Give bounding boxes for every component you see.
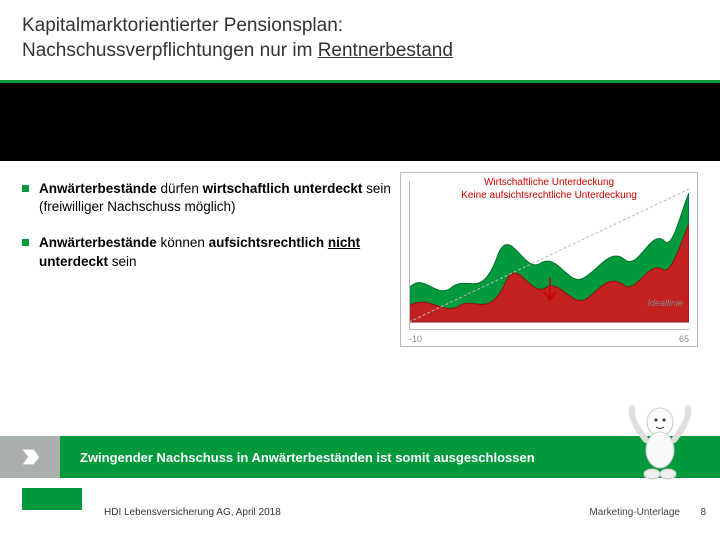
bullet-item: Anwärterbestände können aufsichtsrechtli…: [22, 234, 392, 270]
black-band: [0, 83, 720, 161]
footer: HDI Lebensversicherung AG, April 2018 Ma…: [0, 478, 720, 540]
slide-header: Kapitalmarktorientierter Pensionsplan: N…: [0, 0, 720, 80]
mascot-icon: [626, 400, 694, 482]
highlight-text: Zwingender Nachschuss in Anwärterbeständ…: [80, 450, 535, 465]
chart-x-labels: -10 65: [401, 334, 697, 344]
title-line1: Kapitalmarktorientierter Pensionsplan:: [22, 15, 343, 36]
chart-y-axis: [409, 181, 410, 330]
bullet-marker-icon: [22, 185, 29, 192]
page-number: 8: [700, 507, 706, 518]
title-underline: Rentnerbestand: [318, 40, 453, 61]
bullet-list: Anwärterbestände dürfen wirtschaftlich u…: [22, 180, 392, 289]
title-line2a: Nachschussverpflichtungen nur im: [22, 40, 318, 61]
logo-block: [22, 488, 82, 510]
footer-left-text: HDI Lebensversicherung AG, April 2018: [104, 507, 281, 518]
chart-container: Wirtschaftliche Unterdeckung Keine aufsi…: [400, 172, 698, 347]
chart-x-axis: [409, 329, 689, 330]
bullet-item: Anwärterbestände dürfen wirtschaftlich u…: [22, 180, 392, 216]
arrow-box: [0, 436, 60, 478]
footer-right-text: Marketing-Unterlage: [589, 507, 680, 518]
highlight-bar: Zwingender Nachschuss in Anwärterbeständ…: [0, 436, 720, 478]
bullet-marker-icon: [22, 239, 29, 246]
chart-ideal-label: Ideallinie: [647, 298, 683, 308]
slide-title: Kapitalmarktorientierter Pensionsplan: N…: [22, 14, 698, 63]
bullet-text: Anwärterbestände dürfen wirtschaftlich u…: [39, 180, 391, 216]
arrow-right-icon: [19, 446, 41, 468]
bullet-text: Anwärterbestände können aufsichtsrechtli…: [39, 234, 392, 270]
